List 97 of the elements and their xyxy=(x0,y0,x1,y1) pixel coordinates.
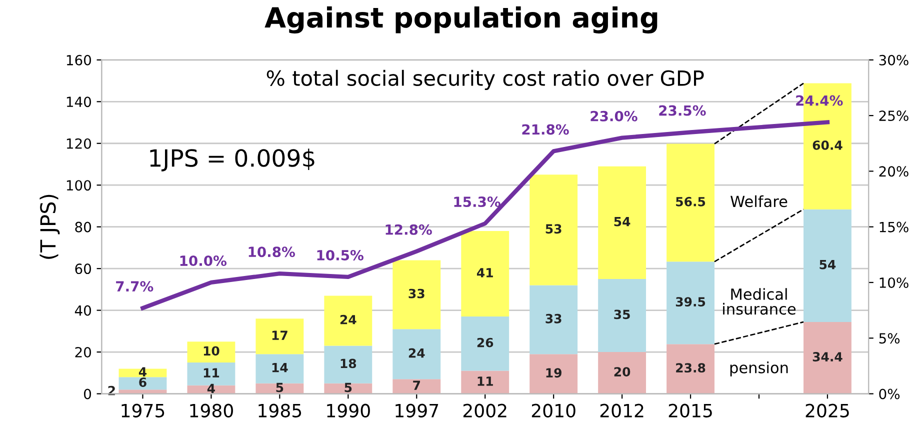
bar xyxy=(461,316,510,371)
data-label: 23.5% xyxy=(659,105,706,116)
bar xyxy=(324,296,372,346)
bar xyxy=(118,368,167,378)
y-tick-label: 100 xyxy=(66,180,91,191)
data-label: 23.0% xyxy=(590,110,638,122)
bar xyxy=(461,370,510,394)
data-label: 56.5 xyxy=(676,196,706,206)
bar xyxy=(804,322,852,394)
y-tick-label: 160 xyxy=(66,54,91,66)
annotation: % total social security cost ratio over GDP xyxy=(266,70,704,90)
data-label: 24 xyxy=(408,348,425,358)
data-label: 5 xyxy=(276,382,284,392)
data-label: 41 xyxy=(476,268,493,278)
bar xyxy=(256,354,304,384)
y2-tick-label: 5% xyxy=(879,333,900,344)
bar xyxy=(187,342,236,362)
y2-tick-label: 0% xyxy=(879,388,900,400)
x-tick-label: 2012 xyxy=(600,404,644,418)
bar xyxy=(530,174,578,286)
data-label: 20 xyxy=(614,367,630,377)
bar xyxy=(530,285,578,354)
data-label: 26 xyxy=(477,338,494,348)
y2-tick-label: 25% xyxy=(879,110,908,122)
data-label: 23.8 xyxy=(676,363,706,373)
data-label: 60.4 xyxy=(812,140,842,150)
data-label: 14 xyxy=(272,363,288,372)
bar xyxy=(461,231,510,317)
data-label: 4 xyxy=(138,367,146,376)
data-label: 11 xyxy=(478,376,493,386)
data-label: 24 xyxy=(340,314,356,324)
data-label: 39.5 xyxy=(676,297,706,307)
data-label: 7.7% xyxy=(116,281,154,292)
data-label: 18 xyxy=(340,358,356,368)
data-label: 21.8% xyxy=(522,124,569,135)
data-label: 15.3% xyxy=(454,196,500,208)
x-tick-label: 2002 xyxy=(463,404,506,418)
data-label: 35 xyxy=(614,310,630,320)
y-tick-label: 120 xyxy=(66,138,91,149)
series-label: Welfare xyxy=(730,195,788,208)
data-label: 11 xyxy=(204,368,220,378)
data-label: 10.0% xyxy=(180,256,227,266)
bar xyxy=(804,209,852,322)
y-axis-title: (T JPS) xyxy=(40,194,60,259)
x-tick-label: 2015 xyxy=(668,404,712,418)
y2-tick-label: 30% xyxy=(879,54,908,66)
bar xyxy=(256,318,304,354)
x-tick-label: 2010 xyxy=(532,404,576,418)
x-tick-label: 1980 xyxy=(190,404,233,418)
bar xyxy=(392,329,441,380)
y-tick-label: 140 xyxy=(66,96,91,108)
x-tick-label: 1985 xyxy=(258,404,302,418)
annotation: 1JPS = 0.009$ xyxy=(150,148,314,172)
series-label: Medical insurance xyxy=(723,288,796,315)
bar xyxy=(187,362,236,386)
bar xyxy=(666,144,714,262)
y2-tick-label: 20% xyxy=(879,166,908,177)
bar xyxy=(392,379,441,394)
y2-tick-label: 10% xyxy=(880,277,908,288)
data-label: 33 xyxy=(408,288,424,298)
y-tick-label: 20 xyxy=(75,347,91,358)
bar xyxy=(598,352,646,394)
data-label: 19 xyxy=(546,368,562,378)
data-label: 53 xyxy=(546,224,562,234)
bar xyxy=(666,262,714,344)
x-tick-label: 1990 xyxy=(327,404,370,418)
bar xyxy=(666,344,714,394)
y-tick-label: 80 xyxy=(75,222,91,232)
x-tick-label: 2025 xyxy=(806,404,849,418)
data-label: 4 xyxy=(207,384,215,394)
y2-tick-label: 15% xyxy=(880,222,908,232)
data-label: 17 xyxy=(272,330,288,340)
y-tick-label: 60 xyxy=(75,264,91,274)
data-label: 6 xyxy=(139,378,146,387)
series-label: pension xyxy=(730,362,788,376)
data-label: 10.8% xyxy=(248,246,295,258)
data-label: 10.5% xyxy=(317,250,364,260)
data-label: 33 xyxy=(546,314,562,324)
data-label: 24.4% xyxy=(796,95,843,106)
chart-title: Against population aging xyxy=(264,6,658,34)
bar xyxy=(598,166,646,279)
bar xyxy=(392,260,441,330)
data-label: 7 xyxy=(413,380,420,390)
data-label: 54 xyxy=(614,217,630,226)
data-label: 34.4 xyxy=(812,352,842,362)
data-label: 10 xyxy=(204,346,220,356)
bar xyxy=(598,279,646,352)
bar xyxy=(118,377,167,390)
y-tick-label: 0 xyxy=(84,388,91,400)
data-label: 54 xyxy=(820,260,836,270)
x-tick-label: 1975 xyxy=(122,404,164,418)
bar xyxy=(324,346,372,384)
data-label: 5 xyxy=(344,382,352,392)
x-tick-label: 1997 xyxy=(396,404,438,418)
data-label: 12.8% xyxy=(386,224,432,235)
y-tick-label: 40 xyxy=(74,305,91,316)
bar xyxy=(530,354,578,394)
